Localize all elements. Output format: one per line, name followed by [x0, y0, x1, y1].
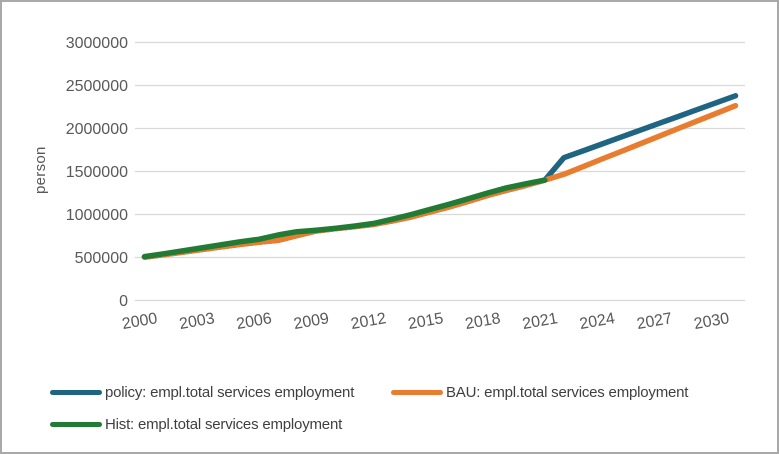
- y-tick-label: 3000000: [66, 35, 128, 52]
- legend-label-hist: Hist: empl.total services employment: [105, 415, 343, 433]
- legend-item-hist: Hist: empl.total services employment: [50, 415, 342, 433]
- legend-item-bau: BAU: empl.total services employment: [391, 383, 688, 401]
- x-tick-label: 2000: [121, 310, 159, 333]
- x-tick-label: 2012: [349, 310, 387, 333]
- y-tick-label: 1000000: [66, 207, 128, 224]
- y-tick-label: 1500000: [66, 164, 128, 181]
- plot-area: 0 500000 1000000 1500000 2000000 2500000 30000…: [66, 35, 745, 333]
- x-tick-label: 2009: [292, 310, 330, 333]
- x-tick-label: 2015: [407, 310, 445, 333]
- x-tick-label: 2027: [635, 310, 673, 333]
- x-tick-label: 2030: [693, 310, 731, 333]
- x-tick-label: 2024: [578, 310, 616, 333]
- legend-swatch-policy: [50, 389, 102, 395]
- legend-label-bau: BAU: empl.total services employment: [446, 383, 689, 401]
- y-tick-label: 0: [119, 293, 128, 310]
- legend-label-policy: policy: empl.total services employment: [105, 383, 355, 401]
- x-tick-label: 2021: [521, 310, 559, 333]
- y-tick-label: 500000: [75, 250, 128, 267]
- x-tick-label: 2018: [464, 310, 502, 333]
- x-tick-label: 2006: [235, 310, 273, 333]
- y-axis-title: person: [32, 146, 49, 194]
- x-tick-label: 2003: [178, 310, 216, 333]
- legend-item-policy: policy: empl.total services employment: [50, 383, 354, 401]
- legend-swatch-bau: [391, 389, 443, 395]
- y-tick-label: 2500000: [66, 78, 128, 95]
- y-tick-label: 2000000: [66, 121, 128, 138]
- series-line-policy: [141, 93, 739, 260]
- series-line-hist: [141, 177, 548, 260]
- legend-swatch-hist: [50, 421, 102, 427]
